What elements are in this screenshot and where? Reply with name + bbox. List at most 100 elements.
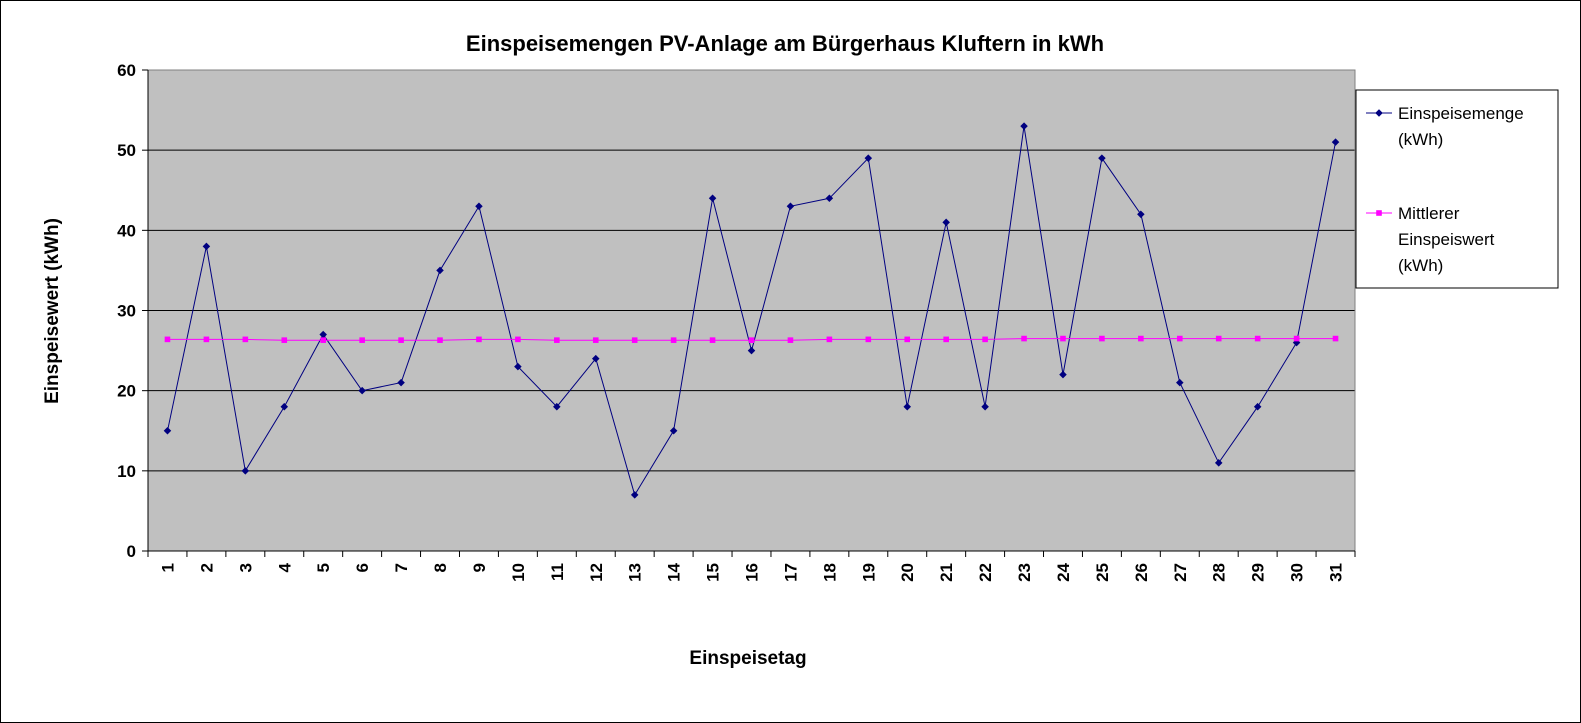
series-layer: [163, 122, 1340, 499]
series-0-point-20: [942, 218, 950, 227]
series-0-point-17: [825, 194, 834, 203]
plot-area: [142, 69, 1356, 557]
y-tick-label-1: 10: [117, 462, 136, 481]
series-1-point-21: [982, 336, 988, 343]
legend-item-1: Mittlerer Einspeiswert (kWh): [1366, 204, 1495, 275]
series-0-point-0: [163, 426, 172, 435]
x-tick-label-19: 20: [898, 563, 917, 582]
series-1-point-27: [1215, 335, 1222, 342]
x-tick-label-25: 26: [1132, 563, 1151, 582]
series-1-point-15: [748, 337, 755, 343]
series-0-point-3: [280, 402, 289, 411]
series-1-point-1: [203, 336, 210, 343]
x-tick-label-20: 21: [937, 563, 956, 582]
x-tick-label-9: 10: [509, 563, 528, 582]
series-0-point-30: [1331, 138, 1340, 146]
series-1-point-6: [398, 337, 404, 343]
x-tick-label-28: 29: [1249, 563, 1268, 582]
x-tick-label-2: 3: [236, 563, 255, 572]
x-tick-labels: 1 2 3 4 5 6 7 8 9 10 11 12 13 14 15 16 17 18 19 20 21 22 23 24 2…: [158, 562, 1345, 581]
series-0-point-1: [202, 242, 211, 251]
series-1-point-12: [631, 337, 638, 343]
series-1-point-22: [1021, 335, 1027, 342]
series-1-point-9: [515, 336, 521, 343]
series-0-point-16: [786, 202, 795, 211]
chart-title: Einspeisemengen PV-Anlage am Bürgerhaus …: [466, 31, 1104, 56]
series-0-point-25: [1137, 210, 1145, 219]
legend-item-0: Einspeisemenge (kWh): [1366, 104, 1524, 149]
x-axis-label: Einspeisetag: [689, 648, 806, 669]
y-tick-label-5: 50: [117, 141, 136, 160]
series-1-point-25: [1138, 335, 1144, 342]
legend-label-1-line-1: Einspeiswert: [1398, 230, 1495, 249]
series-0-point-9: [514, 362, 522, 371]
series-0-point-27: [1214, 459, 1223, 467]
series-1-point-5: [359, 337, 365, 343]
y-tick-label-6: 60: [117, 61, 136, 80]
x-tick-label-30: 31: [1327, 563, 1346, 582]
series-1-point-8: [476, 336, 482, 343]
series-0-point-15: [747, 346, 756, 355]
x-tick-label-29: 30: [1288, 563, 1307, 582]
x-tick-label-11: 12: [587, 563, 606, 582]
series-0-point-26: [1176, 378, 1184, 387]
series-0-point-28: [1253, 402, 1262, 411]
series-1-point-20: [943, 336, 949, 343]
legend-marker-1: [1376, 210, 1382, 216]
series-1-point-3: [281, 337, 288, 343]
series-1-point-2: [242, 336, 249, 343]
series-0-point-11: [591, 354, 600, 363]
x-tick-label-17: 18: [820, 563, 839, 582]
legend-label-0: Einspeisemenge (kWh): [1398, 104, 1524, 149]
x-tick-label-7: 8: [431, 563, 450, 572]
series-1-point-16: [787, 337, 794, 343]
x-tick-label-10: 11: [548, 563, 567, 581]
series-1-point-28: [1254, 335, 1261, 342]
series-0-point-13: [669, 426, 678, 435]
series-1-point-17: [826, 336, 833, 343]
x-tick-label-14: 15: [704, 563, 723, 582]
y-tick-label-4: 40: [117, 221, 136, 240]
y-tick-labels: 0 10 20 30 40 50 60: [117, 61, 136, 561]
x-tick-label-27: 28: [1210, 563, 1229, 582]
series-1-point-24: [1099, 335, 1105, 342]
series-1-point-23: [1060, 335, 1066, 342]
series-1-point-7: [437, 337, 443, 343]
x-tick-label-18: 19: [859, 563, 878, 582]
series-0-point-14: [708, 194, 717, 203]
series-1-point-30: [1332, 335, 1339, 342]
series-0: [163, 122, 1340, 499]
x-tick-label-16: 17: [781, 563, 800, 582]
series-0-point-23: [1059, 370, 1067, 379]
series-0-point-6: [397, 378, 405, 387]
series-0-point-21: [981, 402, 989, 411]
x-tick-label-22: 23: [1015, 563, 1034, 582]
legend-label-1: Mittlerer Einspeiswert (kWh): [1398, 204, 1495, 275]
x-tick-label-13: 14: [665, 562, 684, 581]
x-tick-label-5: 6: [353, 563, 372, 572]
x-tick-label-3: 4: [275, 562, 294, 572]
x-tick-label-8: 9: [470, 563, 489, 572]
series-1-point-29: [1293, 335, 1300, 342]
series-1-point-19: [904, 336, 911, 343]
y-tick-label-2: 20: [117, 382, 136, 401]
series-0-point-19: [903, 402, 912, 411]
legend: Einspeisemenge (kWh) Mittlerer Einspeiswert…: [1355, 89, 1559, 289]
x-tick-label-0: 1: [158, 563, 177, 572]
series-0-point-2: [241, 467, 250, 475]
series-0-point-18: [864, 154, 873, 162]
series-1: [164, 335, 1339, 343]
legend-marker-0: [1375, 109, 1383, 117]
legend-label-1-line-2: (kWh): [1398, 256, 1443, 275]
x-tick-label-12: 13: [626, 563, 645, 582]
x-tick-label-4: 5: [314, 563, 333, 572]
series-1-point-10: [554, 337, 560, 343]
series-0-point-8: [475, 202, 483, 211]
series-1-point-0: [164, 336, 171, 343]
x-tick-label-6: 7: [392, 563, 411, 572]
x-tick-label-26: 27: [1171, 563, 1190, 582]
x-tick-label-1: 2: [197, 563, 216, 572]
y-tick-label-3: 30: [117, 302, 136, 321]
series-1-point-11: [592, 337, 599, 343]
